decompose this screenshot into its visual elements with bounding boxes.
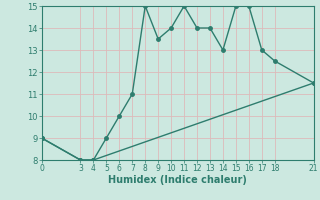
- X-axis label: Humidex (Indice chaleur): Humidex (Indice chaleur): [108, 175, 247, 185]
